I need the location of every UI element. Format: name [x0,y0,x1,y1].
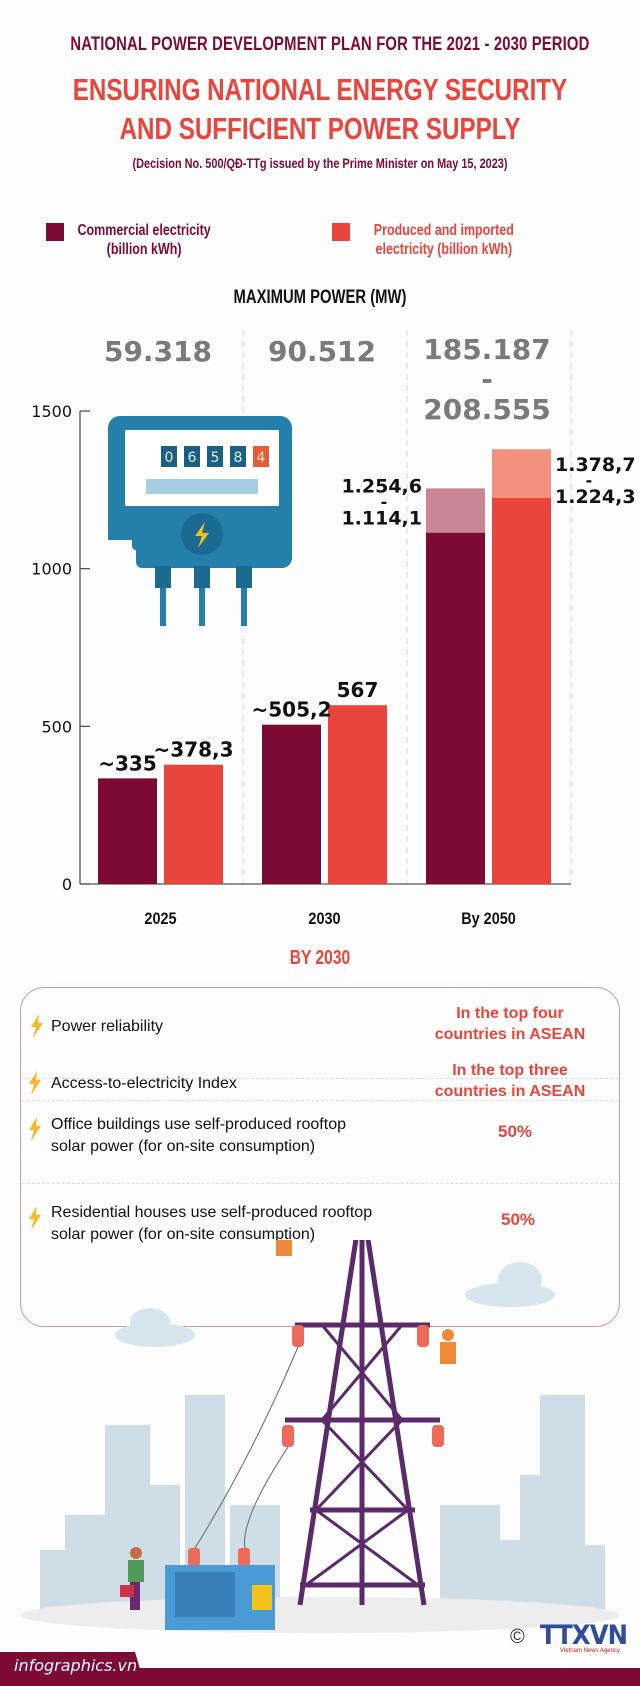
meter-digit-box [184,446,200,467]
bar-produced [492,497,551,884]
transformer [165,1565,275,1630]
row-divider [22,1100,618,1101]
bar-produced [328,705,387,884]
meter-digit: 6 [188,450,197,466]
target-label-line: Office buildings use self-produced rooft… [51,1116,346,1133]
data-label: ~505,2 [251,698,331,722]
data-label: 1.224,3 [555,486,636,508]
meter-digit-box [230,446,246,467]
legend-label-line: (billion kWh) [106,241,182,258]
lightning-bolt-icon [31,1014,43,1038]
x-category-label: 2025 [144,910,176,928]
meter-digit: 8 [234,450,243,466]
data-label: 1.114,1 [341,507,422,529]
bar-produced [164,764,223,884]
bar-commercial [262,724,321,884]
data-label: - [381,492,388,511]
max-power-2025: 59.318 [103,335,213,368]
legend-label-line: Commercial electricity [77,222,211,239]
data-label: 1.254,6 [341,475,422,497]
row-divider [22,1078,618,1079]
target-row-residential-solar: Residential houses use self-produced roo… [20,1200,620,1260]
meter-digit-box [161,446,177,467]
target-row-access-index: Access-to-electricity Index In the top t… [20,1062,620,1110]
city-skyline [40,1395,605,1615]
bar-commercial [98,778,157,884]
target-value: In the top three countries in ASEAN [410,1060,610,1102]
x-category-label: 2030 [308,910,340,928]
data-label: - [586,471,593,490]
footer-site-link[interactable]: infographics.vn [14,1656,138,1675]
legend-label-line: Produced and imported [373,222,514,239]
target-value: In the top four countries in ASEAN [410,1003,610,1045]
data-label: 567 [337,678,379,702]
meter-digit-box [207,446,223,467]
lightning-bolt-icon [29,1206,41,1230]
power-lines [194,1346,299,1549]
meter-digit-box [253,446,269,467]
y-tick-label: 0 [62,875,72,894]
top-title: NATIONAL POWER DEVELOPMENT PLAN FOR THE … [70,34,590,55]
footer-tab [0,1652,145,1686]
target-label: Office buildings use self-produced rooft… [51,1114,346,1158]
power-tower [285,1240,440,1606]
y-tick-label: 500 [41,717,72,736]
section-title-by-2030: BY 2030 [289,947,351,969]
y-tick-label: 1500 [31,402,72,421]
target-label-line: solar power (for on-site consumption) [51,1138,316,1155]
target-label-line: solar power (for on-site consumption) [51,1226,316,1243]
legend: Commercial electricity (billion kWh) Pro… [0,215,640,265]
legend-swatch-produced [332,223,350,241]
target-value-line: In the top four [456,1005,564,1022]
main-title-line-1: ENSURING NATIONAL ENERGY SECURITY [72,72,568,107]
max-power-2030: 90.512 [267,335,377,368]
footer-band [0,1668,640,1686]
row-divider [22,1183,618,1184]
target-value: 50% [497,1122,533,1141]
bar-commercial [426,532,485,884]
lightning-bolt-icon [29,1117,41,1141]
bar-range-commercial [426,488,485,533]
legend-label-produced: Produced and imported electricity (billi… [360,221,528,259]
data-label: 1.378,7 [555,454,636,476]
target-label: Power reliability [51,1018,164,1035]
target-label: Access-to-electricity Index [51,1075,237,1092]
target-row-power-reliability: Power reliability In the top four countr… [20,1000,620,1070]
worker-figures [120,1240,456,1610]
x-category-label: By 2050 [461,910,516,928]
copyright-icon: © [510,1626,525,1648]
ttxvn-logo: TTXVN [540,1620,628,1651]
max-power-2050: 185.187 - 208.555 [423,333,551,426]
target-label: Residential houses use self-produced roo… [51,1202,372,1246]
data-label: ~335 [98,751,157,775]
target-label-line: Residential houses use self-produced roo… [51,1204,373,1221]
meter-digit: 0 [165,450,174,466]
legend-label-commercial: Commercial electricity (billion kWh) [70,221,218,259]
main-title-line-2: AND SUFFICIENT POWER SUPPLY [119,111,521,146]
clouds [115,1262,555,1347]
subtitle: (Decision No. 500/QĐ-TTg issued by the P… [132,155,508,171]
target-row-office-solar: Office buildings use self-produced rooft… [20,1112,620,1172]
power-tower-illustration [20,1240,620,1633]
target-value-line: countries in ASEAN [434,1083,586,1100]
target-value-line: countries in ASEAN [434,1026,586,1043]
insulators [188,1325,444,1566]
data-label: ~378,3 [153,738,233,762]
target-value: 50% [500,1210,536,1229]
ground [20,1597,620,1633]
legend-swatch-commercial [46,223,64,241]
bar-range-produced [492,449,551,498]
ttxvn-logo-subtext: Vietnam News Agency [560,1648,620,1654]
meter-digit: 4 [257,450,266,466]
chart-title: MAXIMUM POWER (MW) [233,287,407,308]
legend-label-line: electricity (billion kWh) [375,241,513,258]
lightning-bolt-icon [29,1071,41,1095]
target-value-line: In the top three [452,1062,568,1079]
meter-digit: 5 [211,450,220,466]
y-tick-label: 1000 [31,560,72,579]
